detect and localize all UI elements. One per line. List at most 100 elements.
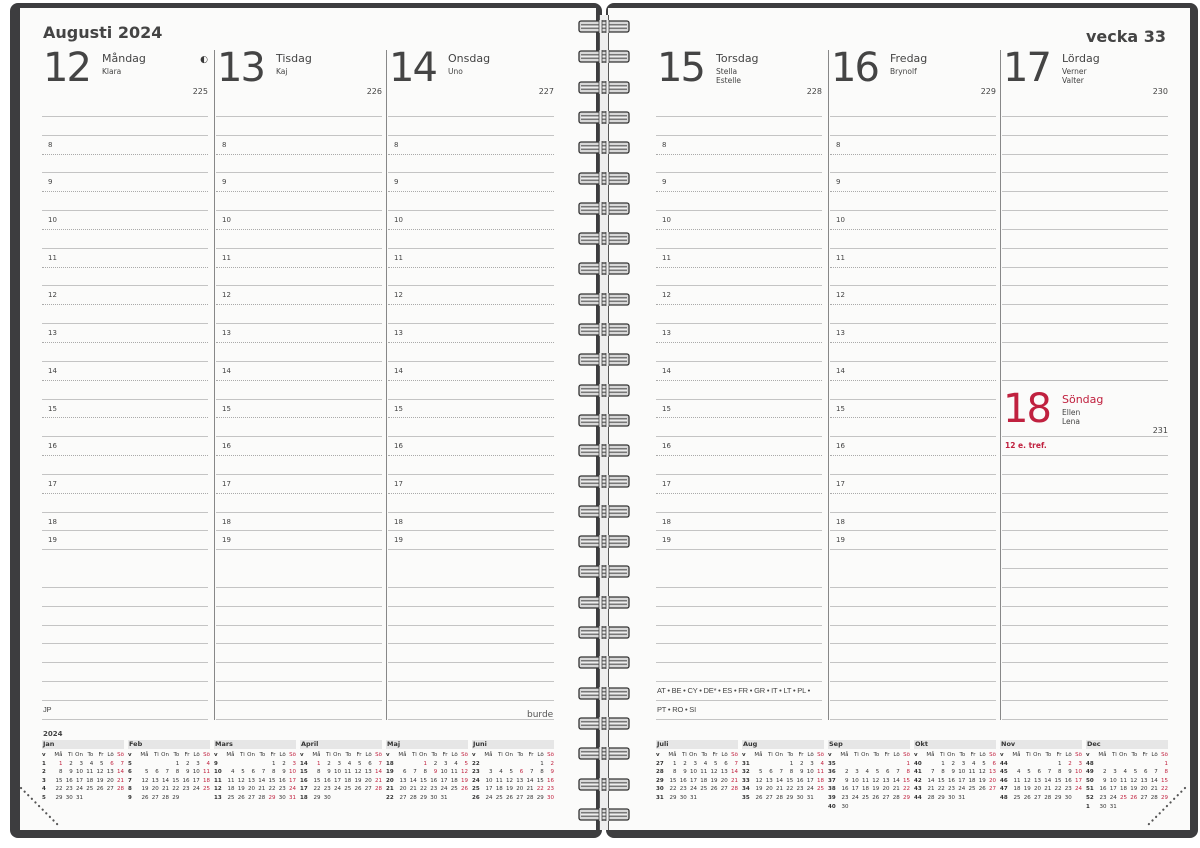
line-row[interactable] [388, 418, 554, 438]
line-row[interactable] [1002, 362, 1168, 381]
line-row[interactable] [1002, 98, 1168, 117]
mini-day[interactable]: 29 [937, 794, 945, 801]
mini-day[interactable]: 22 [669, 786, 677, 793]
hour-row[interactable]: 15 [830, 400, 996, 419]
hour-row[interactable]: 16 [656, 437, 822, 457]
mini-day[interactable]: 30 [1099, 803, 1107, 810]
hour-row[interactable]: 14 [656, 362, 822, 381]
mini-day[interactable]: 26 [755, 794, 763, 801]
mini-day[interactable]: 1 [789, 760, 794, 767]
mini-day[interactable] [879, 804, 889, 811]
mini-day[interactable]: 30 [679, 794, 687, 801]
mini-day[interactable]: 17 [440, 777, 448, 784]
mini-day[interactable]: 12 [1130, 777, 1138, 784]
mini-day[interactable]: 18 [203, 777, 210, 784]
line-row[interactable] [1002, 230, 1168, 249]
line-row[interactable] [216, 701, 382, 720]
mini-day[interactable]: 27 [516, 794, 524, 801]
mini-day[interactable]: 17 [690, 777, 697, 784]
mini-day[interactable]: 14 [117, 769, 124, 776]
mini-day[interactable] [986, 795, 996, 802]
mini-day[interactable]: 16 [182, 777, 190, 784]
line-row[interactable] [42, 155, 208, 174]
mini-day[interactable]: 19 [710, 777, 718, 784]
mini-day[interactable]: 18 [227, 786, 235, 793]
mini-day[interactable]: 18 [344, 777, 352, 784]
line-row[interactable] [1002, 531, 1168, 551]
mini-day[interactable]: 16 [65, 777, 73, 784]
mini-day[interactable]: 3 [292, 760, 297, 767]
mini-day[interactable]: 5 [714, 760, 718, 767]
line-row[interactable] [1002, 192, 1168, 212]
line-row[interactable] [1002, 136, 1168, 155]
mini-day[interactable]: 24 [334, 786, 341, 793]
mini-day[interactable]: 4 [206, 760, 211, 767]
mini-day[interactable]: 2 [433, 760, 438, 767]
mini-day[interactable] [138, 761, 148, 768]
mini-day[interactable]: 8 [673, 769, 677, 776]
line-row[interactable] [216, 117, 382, 136]
line-row[interactable] [388, 701, 554, 720]
mini-day[interactable]: 3 [196, 760, 200, 767]
mini-day[interactable]: 20 [151, 786, 159, 793]
mini-day[interactable]: 21 [117, 777, 124, 784]
mini-day[interactable]: 26 [461, 786, 468, 793]
line-row[interactable] [1002, 324, 1168, 343]
line-row[interactable] [830, 663, 996, 683]
line-row[interactable] [388, 569, 554, 588]
line-row[interactable] [216, 663, 382, 683]
mini-day[interactable] [372, 795, 382, 802]
mini-day[interactable]: 5 [875, 769, 880, 776]
mini-day[interactable]: 10 [958, 769, 966, 776]
hour-row[interactable]: 10 [216, 211, 382, 230]
hour-row[interactable]: 12 [216, 286, 382, 306]
mini-day[interactable] [1072, 795, 1082, 802]
mini-day[interactable]: 3 [961, 760, 966, 767]
mini-day[interactable]: 9 [1103, 777, 1107, 784]
line-row[interactable] [216, 343, 382, 362]
mini-day[interactable]: 5 [358, 760, 362, 767]
mini-day[interactable]: 13 [720, 769, 728, 776]
mini-day[interactable]: 11 [862, 777, 869, 784]
mini-day[interactable]: 13 [248, 777, 255, 784]
mini-day[interactable]: 24 [806, 786, 814, 793]
mini-day[interactable]: 18 [450, 777, 458, 784]
line-row[interactable] [830, 588, 996, 607]
line-row[interactable] [656, 192, 822, 212]
line-row[interactable] [388, 343, 554, 362]
hour-row[interactable]: 16 [42, 437, 208, 457]
line-row[interactable] [42, 494, 208, 513]
mini-day[interactable]: 21 [409, 786, 417, 793]
mini-day[interactable]: 15 [268, 777, 276, 784]
line-row[interactable] [388, 155, 554, 174]
line-row[interactable] [388, 230, 554, 249]
mini-day[interactable]: 17 [1075, 777, 1082, 784]
mini-day[interactable]: 20 [720, 777, 728, 784]
line-row[interactable] [216, 268, 382, 287]
hour-row[interactable]: 19 [216, 531, 382, 551]
mini-day[interactable]: 5 [100, 760, 104, 767]
mini-day[interactable] [718, 795, 728, 802]
hour-row[interactable]: 15 [42, 400, 208, 419]
mini-day[interactable] [255, 761, 265, 768]
mini-day[interactable]: 1 [175, 760, 180, 767]
mini-day[interactable]: 9 [683, 769, 687, 776]
mini-day[interactable] [351, 795, 361, 802]
hour-row[interactable]: 18 [216, 513, 382, 532]
mini-day[interactable]: 27 [1140, 794, 1148, 801]
mini-day[interactable]: 10 [289, 769, 296, 776]
hour-row[interactable]: 12 [656, 286, 822, 306]
mini-day[interactable]: 12 [1023, 777, 1031, 784]
mini-day[interactable]: 15 [536, 777, 544, 784]
line-row[interactable] [1002, 456, 1168, 475]
mini-day[interactable]: 1 [317, 760, 321, 767]
mini-day[interactable]: 25 [227, 794, 235, 801]
mini-day[interactable]: 22 [937, 786, 945, 793]
mini-day[interactable]: 29 [903, 794, 910, 801]
mini-day[interactable] [190, 795, 200, 802]
mini-day[interactable]: 3 [79, 760, 84, 767]
line-row[interactable] [216, 682, 382, 701]
line-row[interactable] [830, 117, 996, 136]
line-row[interactable] [830, 343, 996, 362]
mini-day[interactable]: 19 [354, 777, 362, 784]
